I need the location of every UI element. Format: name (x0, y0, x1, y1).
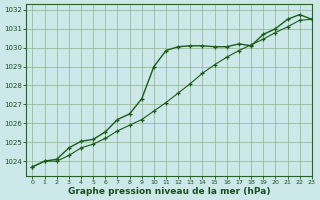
X-axis label: Graphe pression niveau de la mer (hPa): Graphe pression niveau de la mer (hPa) (68, 187, 270, 196)
